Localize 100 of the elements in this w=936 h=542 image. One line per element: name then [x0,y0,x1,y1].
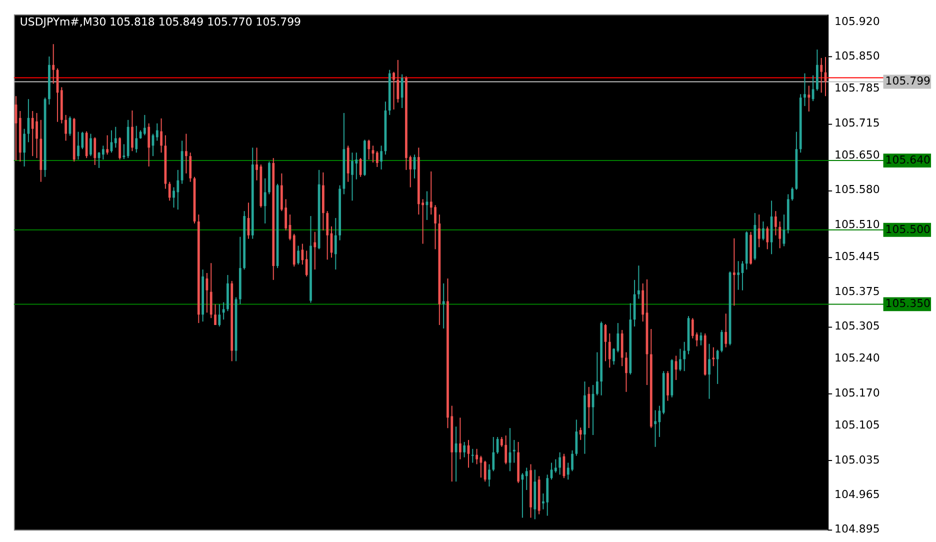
candlestick [766,226,769,250]
candlestick [144,114,146,136]
candlestick [380,145,383,170]
candlestick [808,85,810,112]
candlestick [720,329,723,353]
candlestick [368,139,370,160]
candlestick [476,448,478,465]
candlestick [131,110,134,152]
candlestick [77,131,80,160]
candlestick [774,210,777,236]
candlestick [579,427,582,440]
y-tick-label: 105.785 [834,82,880,95]
candlestick [791,186,794,202]
candlestick [351,152,354,202]
candlestick [396,59,400,104]
candlestick [679,348,682,372]
candlestick [168,181,171,202]
ref-line-label: 105.350 [885,297,931,310]
y-tick-label: 104.895 [834,522,880,536]
candlestick [297,245,300,266]
y-tick-label: 105.445 [834,250,880,264]
ref-line-label: 105.799 [885,74,931,88]
candlestick [64,114,68,142]
candlestick [148,122,150,167]
y-tick-label: 105.850 [834,49,880,62]
candlestick [264,178,266,224]
candlestick [210,262,212,319]
y-tick-label: 105.170 [834,386,880,400]
candlestick [712,346,715,367]
candlestick [558,452,562,476]
y-tick-label: 105.035 [834,453,880,466]
candlestick [575,419,578,456]
candlestick [185,133,188,174]
chart-title: USDJPYm#,M30 105.818 105.849 105.770 105.799 [20,15,302,28]
candlestick [36,112,38,159]
candlestick [222,302,225,320]
y-tick-label: 105.920 [834,14,880,28]
candlestick [376,150,378,168]
candlestick [31,110,34,157]
candlestick [512,439,516,464]
candlestick [666,370,669,402]
candlestick [463,441,466,458]
candlestick [334,218,337,270]
candlestick [94,136,96,166]
candlestick [85,130,88,159]
candlestick [102,145,104,160]
y-tick-label: 105.305 [834,319,880,332]
candlestick [214,304,216,326]
y-tick-label: 105.240 [834,352,880,365]
y-tick-label: 105.105 [834,418,880,432]
candlestick [23,128,26,167]
y-tick-label: 105.580 [834,183,880,196]
candlestick [135,125,138,154]
candlestick [691,318,694,339]
candlestick [820,57,823,94]
candlestick [683,341,686,372]
candlestick [674,355,678,381]
y-tick-label: 105.650 [834,148,880,162]
candlestick [52,44,55,84]
candlestick [189,152,192,182]
candlestick [400,74,404,109]
candlestick [122,144,126,160]
candlestick [218,304,221,328]
candlestick [176,169,180,210]
candlestick [118,136,121,160]
candlestick [359,158,362,178]
candlestick [708,343,710,400]
candlestick [392,71,395,110]
candlestick [90,133,92,157]
y-tick-label: 105.375 [834,284,880,298]
y-tick-label: 104.965 [834,488,880,501]
candlestick [571,450,574,472]
candlestick [160,118,162,154]
candlestick [458,417,462,460]
ref-line-label: 105.640 [885,154,931,167]
candlestick [492,436,495,472]
candlestick [114,126,117,148]
ref-line-label: 105.500 [885,222,931,236]
candlestick [762,220,764,241]
candlestick [737,260,740,290]
candlestick [724,313,728,348]
y-tick-label: 105.510 [834,218,880,231]
candlestick [638,265,640,300]
candlestick [355,152,358,180]
candlestick [804,72,806,107]
candlestick [156,122,158,142]
candlestick [625,352,628,392]
y-tick-label: 105.715 [834,116,880,130]
candlestick [732,238,736,306]
candlestick [305,250,308,277]
candlestick [778,220,782,249]
candlestick [525,467,528,490]
candlestick [608,332,611,368]
candlestick [588,386,590,429]
candlestick [596,352,598,396]
candlestick [314,231,316,270]
candlestick [504,434,508,465]
candlestick [758,214,760,248]
candlestick [484,460,486,482]
candlestick [301,243,304,266]
